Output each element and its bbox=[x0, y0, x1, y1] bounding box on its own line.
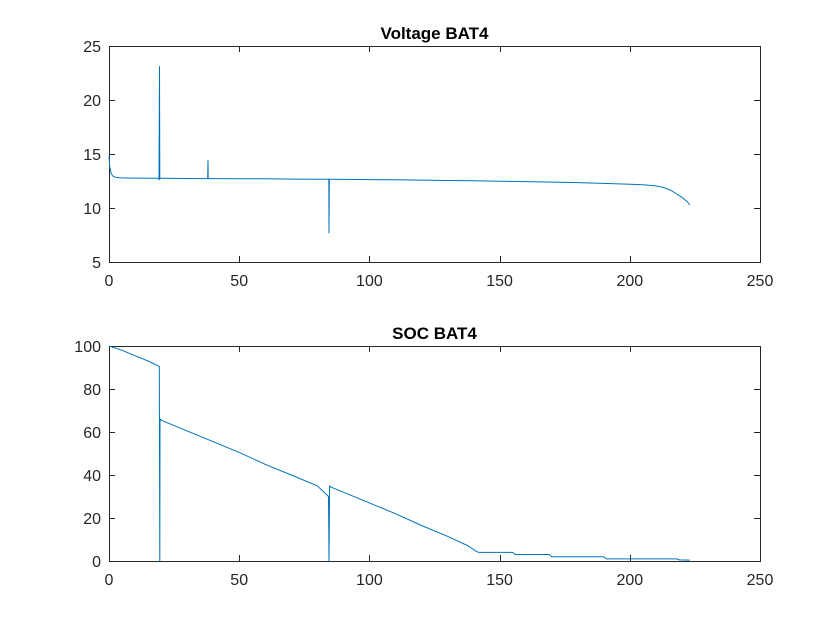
x-tick-label: 0 bbox=[105, 572, 114, 589]
y-tick-label: 25 bbox=[83, 39, 101, 56]
x-tick-label: 100 bbox=[356, 572, 383, 589]
x-tick-label: 150 bbox=[486, 572, 513, 589]
y-tick-label: 100 bbox=[74, 339, 101, 356]
x-tick-label: 250 bbox=[747, 572, 774, 589]
x-tick-label: 200 bbox=[616, 273, 643, 290]
axes-box bbox=[109, 46, 761, 263]
y-tick-label: 5 bbox=[92, 255, 101, 272]
y-tick-label: 40 bbox=[83, 468, 101, 485]
y-tick-label: 60 bbox=[83, 425, 101, 442]
subplot-2: SOC BAT4 0 50 100 150 200 250 0 20 40 60 80 100 bbox=[74, 324, 773, 589]
y-tick-label: 0 bbox=[92, 554, 101, 571]
chart-title: SOC BAT4 bbox=[392, 324, 477, 343]
x-tick-label: 100 bbox=[356, 273, 383, 290]
series-line bbox=[108, 345, 690, 562]
x-tick-label: 250 bbox=[747, 273, 774, 290]
x-tick-label: 200 bbox=[616, 572, 643, 589]
y-tick-label: 10 bbox=[83, 201, 101, 218]
x-tick-label: 0 bbox=[105, 273, 114, 290]
series-line bbox=[108, 66, 691, 234]
x-tick-label: 150 bbox=[486, 273, 513, 290]
y-tick-label: 15 bbox=[83, 147, 101, 164]
y-tick-label: 20 bbox=[83, 93, 101, 110]
chart-title: Voltage BAT4 bbox=[381, 24, 490, 43]
axes-box bbox=[109, 346, 761, 562]
x-tick-label: 50 bbox=[230, 273, 248, 290]
y-tick-label: 20 bbox=[83, 511, 101, 528]
y-tick-label: 80 bbox=[83, 382, 101, 399]
x-tick-label: 50 bbox=[230, 572, 248, 589]
subplot-1: Voltage BAT4 0 50 100 150 200 250 5 10 15 20 25 bbox=[83, 24, 773, 290]
